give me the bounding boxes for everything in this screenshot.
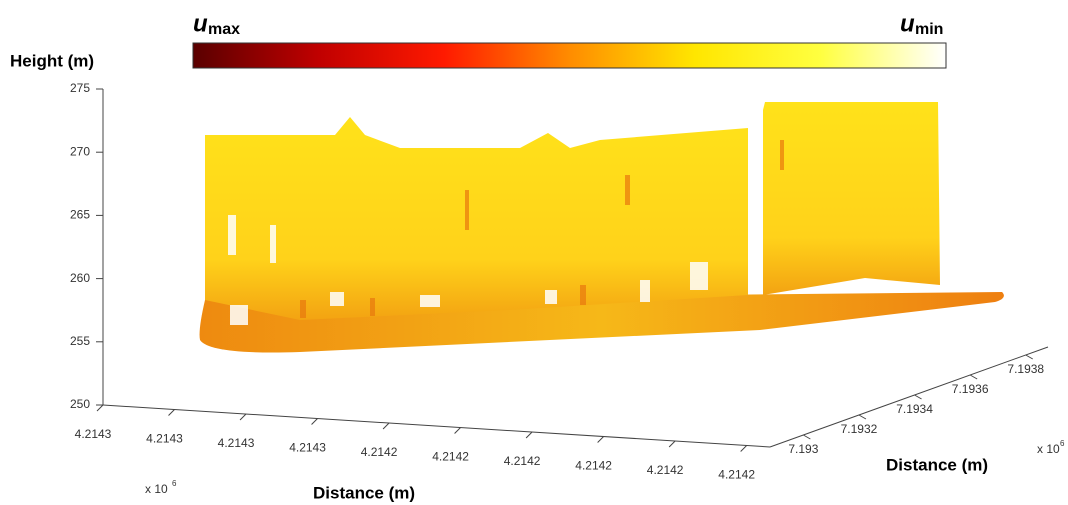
x-tick-label: 4.2143 [75,427,112,441]
z-tick-label: 260 [70,271,90,285]
subscript: min [915,21,943,38]
subscript: max [208,21,240,38]
exponent: 6 [1060,439,1065,448]
y-tick-label: 7.1936 [952,382,989,396]
z-tick-label: 250 [70,397,90,411]
y-tick [803,434,811,440]
x-tick-label: 4.2143 [289,441,326,455]
symbol: u [900,10,915,37]
y-tick-label: 7.1932 [841,422,878,436]
x-tick-label: 4.2143 [146,432,183,446]
x-tick [311,418,318,425]
y-tick [858,414,867,420]
colorbar-left-label: u max [193,10,240,38]
base: x 10 [145,482,168,496]
point-cloud [199,102,1004,353]
exponent: 6 [172,479,177,488]
z-tick-label: 265 [70,208,90,222]
y-axis-label: Distance (m) [886,455,988,474]
axes [102,89,1049,448]
x-tick [96,404,104,412]
x-tick [597,436,604,443]
z-axis-label: Height (m) [10,51,94,70]
y-tick-label: 7.1934 [896,402,933,416]
y-tick-label: 7.1938 [1007,362,1044,376]
x-tick-label: 4.2142 [718,468,755,482]
y-multiplier: x 10 6 [1037,439,1065,456]
z-tick-label: 275 [70,81,90,95]
x-tick-label: 4.2142 [361,445,398,459]
colorbar-right-label: u min [900,10,943,38]
x-tick [239,413,247,421]
y-tick-label: 7.193 [788,442,818,456]
x-multiplier: x 10 6 [145,479,177,496]
colorbar [192,42,947,69]
x-tick [382,422,390,430]
x-tick [740,445,748,452]
x-tick-label: 4.2142 [575,459,612,473]
y-tick [1025,354,1034,360]
z-tick-label: 270 [70,144,90,158]
y-tick [969,374,978,380]
y-tick [914,394,922,400]
x-tick-label: 4.2142 [504,454,541,468]
x-tick [668,440,676,448]
symbol: u [193,10,208,37]
x-axis-label: Distance (m) [313,483,415,502]
x-tick-label: 4.2142 [432,450,469,464]
z-tick-label: 255 [70,334,90,348]
x-tick-label: 4.2142 [647,463,684,477]
x-tick [454,427,461,434]
x-tick [525,431,533,439]
base: x 10 [1037,442,1060,456]
x-tick [168,409,175,416]
x-tick-label: 4.2143 [218,436,255,450]
